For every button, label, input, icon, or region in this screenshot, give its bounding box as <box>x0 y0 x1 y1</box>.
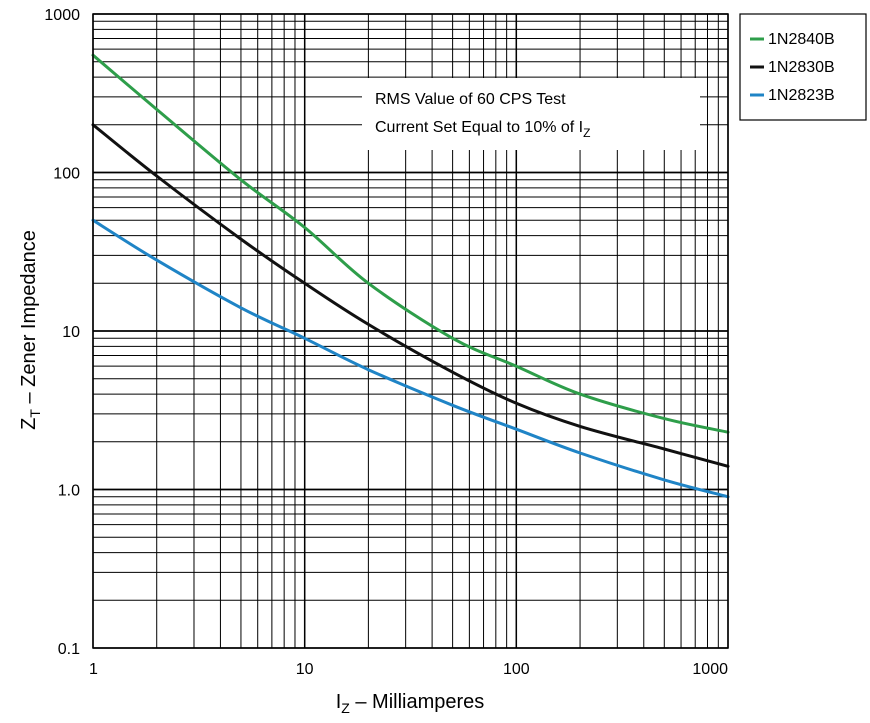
legend-label: 1N2823B <box>768 87 835 104</box>
x-axis-title: IZ – Milliamperes <box>336 691 485 716</box>
y-tick-label: 1000 <box>44 7 80 24</box>
y-axis-title: ZT – Zener Impedance <box>18 230 43 430</box>
y-tick-label: 0.1 <box>58 641 80 658</box>
x-tick-label: 10 <box>296 661 314 678</box>
annotation-background <box>362 78 700 150</box>
y-tick-label: 1.0 <box>58 483 80 500</box>
y-tick-label: 10 <box>62 324 80 341</box>
x-tick-label: 1 <box>89 661 98 678</box>
series-line-1n2823b <box>91 218 730 499</box>
series-line-1n2830b <box>91 123 730 468</box>
y-tick-label: 100 <box>53 166 80 183</box>
legend: 1N2840B 1N2830B 1N2823B <box>739 13 867 121</box>
annotation-line-2: Current Set Equal to 10% of IZ <box>375 119 590 140</box>
y-tick-labels: 0.1 1.0 10 100 1000 <box>44 7 80 658</box>
x-tick-labels: 1 10 100 1000 <box>89 661 728 678</box>
x-tick-label: 1000 <box>692 661 728 678</box>
annotation-line-1: RMS Value of 60 CPS Test <box>375 91 566 108</box>
series-line-1n2840b <box>91 53 730 434</box>
x-tick-label: 100 <box>503 661 530 678</box>
annotation-subscript: Z <box>583 126 590 140</box>
legend-label: 1N2830B <box>768 59 835 76</box>
series-layer <box>91 53 730 499</box>
plot-frame <box>92 13 729 649</box>
legend-label: 1N2840B <box>768 31 835 48</box>
